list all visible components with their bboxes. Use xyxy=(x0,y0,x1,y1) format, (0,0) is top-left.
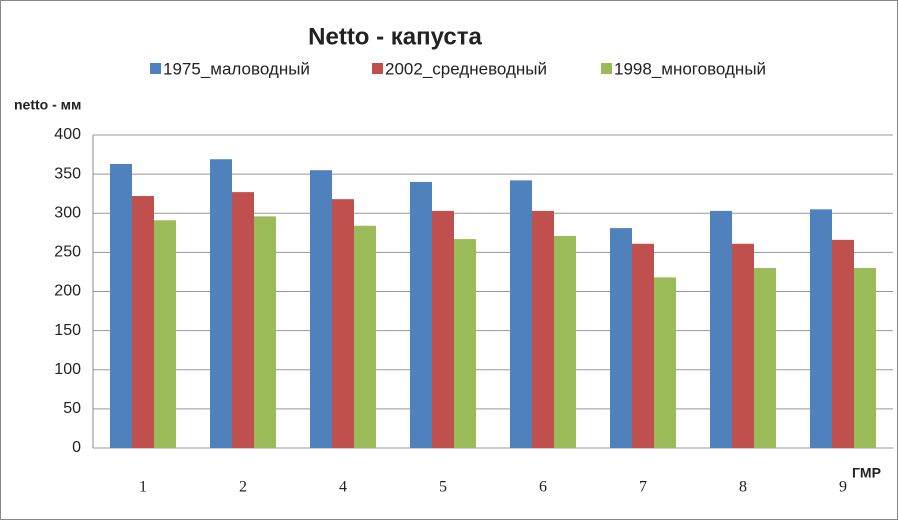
x-tick-label: 1 xyxy=(139,479,147,496)
chart-title: Netto - капуста xyxy=(308,23,482,50)
bar xyxy=(710,210,732,448)
y-tick-label: 350 xyxy=(54,165,81,182)
bar xyxy=(632,243,654,448)
bar xyxy=(410,181,432,448)
x-tick-label: 7 xyxy=(639,479,647,496)
legend-label: 1998_многоводный xyxy=(614,59,766,78)
bar xyxy=(532,210,554,448)
bar xyxy=(854,268,876,448)
y-tick-label: 400 xyxy=(54,126,81,143)
bar xyxy=(254,216,276,448)
x-tick-label: 2 xyxy=(239,479,247,496)
y-axis-label: netto - мм xyxy=(14,97,81,113)
bar xyxy=(454,239,476,448)
bar xyxy=(332,199,354,448)
bar xyxy=(554,235,576,448)
bar xyxy=(354,225,376,448)
bar xyxy=(132,196,154,448)
x-tick-label: 5 xyxy=(439,479,447,496)
bar xyxy=(232,192,254,448)
y-tick-label: 250 xyxy=(54,244,81,261)
x-tick-label: 9 xyxy=(839,479,847,496)
y-tick-label: 100 xyxy=(54,361,81,378)
x-axis-label: ГМР xyxy=(852,465,881,481)
bar xyxy=(754,268,776,448)
y-tick-label: 0 xyxy=(72,439,81,456)
bar xyxy=(832,239,854,448)
legend-label: 2002_средневодный xyxy=(385,59,547,78)
bar xyxy=(110,163,132,448)
legend-swatch xyxy=(372,63,383,74)
bar xyxy=(810,209,832,448)
legend-swatch xyxy=(150,63,161,74)
bar xyxy=(510,180,532,448)
y-tick-label: 300 xyxy=(54,204,81,221)
bar xyxy=(732,243,754,448)
legend-swatch xyxy=(601,63,612,74)
bar xyxy=(610,228,632,448)
legend-label: 1975_маловодный xyxy=(163,59,310,78)
y-tick-label: 200 xyxy=(54,283,81,300)
bar xyxy=(210,159,232,448)
y-tick-label: 50 xyxy=(63,400,81,417)
bar xyxy=(432,210,454,448)
bar xyxy=(654,277,676,448)
bar xyxy=(154,220,176,448)
x-tick-label: 4 xyxy=(339,479,347,496)
y-tick-label: 150 xyxy=(54,322,81,339)
bar xyxy=(310,170,332,448)
x-tick-label: 6 xyxy=(539,479,547,496)
x-tick-label: 8 xyxy=(739,479,747,496)
